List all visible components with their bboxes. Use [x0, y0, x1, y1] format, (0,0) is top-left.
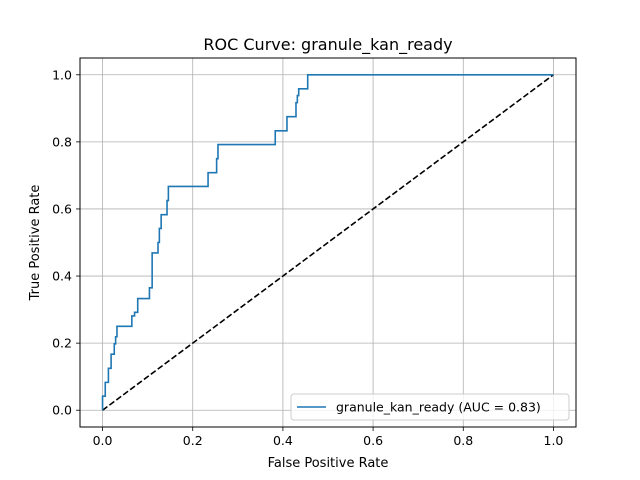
y-tick-label: 0.2: [52, 336, 72, 351]
axis-ticks: 0.0 0.2 0.4 0.6 0.8 1.0 0.0 0.2 0.4 0.6 0.8 1.0: [52, 67, 563, 448]
x-tick-label: 0.0: [93, 433, 113, 448]
x-tick-label: 0.4: [273, 433, 293, 448]
plot-frame: [79, 57, 577, 428]
x-tick-label: 1.0: [544, 433, 564, 448]
y-tick-label: 1.0: [52, 67, 72, 82]
roc-curve-line: [101, 73, 554, 411]
y-axis-label: True Positive Rate: [28, 185, 43, 302]
grid-lines: [80, 58, 576, 427]
legend-entry-label: granule_kan_ready (AUC = 0.83): [336, 400, 541, 415]
legend: granule_kan_ready (AUC = 0.83): [290, 393, 570, 421]
x-tick-label: 0.8: [453, 433, 473, 448]
y-tick-label: 0.6: [52, 201, 72, 216]
chance-diagonal-line: [102, 74, 554, 411]
chart-title: ROC Curve: granule_kan_ready: [203, 35, 452, 55]
x-axis-label: False Positive Rate: [268, 456, 389, 471]
x-tick-label: 0.2: [183, 433, 203, 448]
y-tick-label: 0.4: [52, 269, 72, 284]
y-tick-label: 0.8: [52, 134, 72, 149]
y-tick-label: 0.0: [52, 403, 72, 418]
x-tick-label: 0.6: [363, 433, 383, 448]
legend-box: [290, 393, 570, 421]
plot-series: [101, 73, 554, 411]
